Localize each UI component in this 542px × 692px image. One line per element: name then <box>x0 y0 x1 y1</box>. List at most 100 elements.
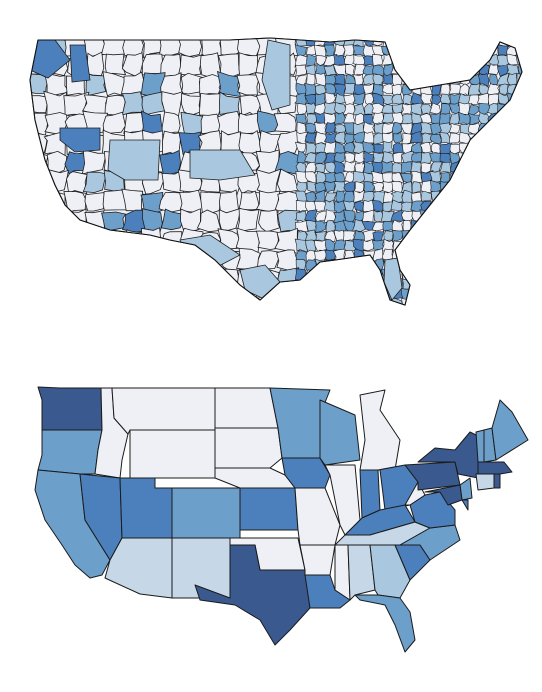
district-region <box>161 111 181 136</box>
district-region <box>438 230 453 243</box>
district-region <box>411 250 424 262</box>
district-region <box>304 82 317 97</box>
district-region <box>123 112 146 135</box>
district-region <box>160 53 182 78</box>
district-region <box>487 249 501 262</box>
district-region <box>497 298 510 305</box>
district-region <box>505 220 519 233</box>
district-region <box>477 170 491 184</box>
district-region <box>506 180 520 194</box>
district-region <box>324 268 337 282</box>
district-region <box>296 102 308 116</box>
district-region <box>477 259 490 273</box>
district-region <box>372 73 384 87</box>
district-region <box>30 266 49 293</box>
district-region <box>515 152 522 164</box>
district-region <box>430 268 442 283</box>
district-region <box>323 112 337 125</box>
district-region <box>439 122 453 135</box>
district-region <box>467 210 482 224</box>
district-region <box>507 132 520 145</box>
district-region <box>392 131 403 144</box>
state-fl <box>354 594 416 653</box>
district-region <box>497 249 510 263</box>
district-region <box>261 39 291 111</box>
state-va <box>409 491 456 529</box>
district-region <box>63 248 89 272</box>
district-region <box>402 38 413 48</box>
district-region <box>410 73 424 87</box>
district-region <box>467 53 481 67</box>
district-region <box>409 54 423 68</box>
district-region <box>478 231 490 243</box>
district-region <box>515 44 522 58</box>
district-region <box>477 199 490 213</box>
district-region <box>486 258 499 272</box>
district-region <box>516 122 522 136</box>
district-region <box>457 64 472 76</box>
district-region <box>334 141 347 154</box>
district-region <box>468 181 481 195</box>
district-region <box>258 209 281 233</box>
district-region <box>449 209 461 223</box>
district-region <box>421 268 434 280</box>
district-region <box>372 298 384 305</box>
district-region <box>158 38 182 57</box>
district-region <box>449 240 462 252</box>
district-region <box>363 278 376 292</box>
district-region <box>516 131 522 145</box>
district-region <box>352 73 364 86</box>
district-region <box>488 200 501 214</box>
district-region <box>180 111 204 135</box>
district-region <box>506 278 518 292</box>
district-region <box>439 259 452 272</box>
district-region <box>295 64 307 77</box>
district-region <box>430 248 443 262</box>
district-region <box>410 92 424 105</box>
district-region <box>325 287 338 302</box>
district-region <box>59 127 101 153</box>
district-region <box>104 288 128 305</box>
district-region <box>487 160 499 174</box>
state-ma <box>477 461 513 475</box>
district-region <box>178 54 204 76</box>
district-region <box>497 162 510 175</box>
district-region <box>141 247 166 271</box>
district-region <box>304 288 319 301</box>
district-region <box>487 150 499 165</box>
district-region <box>159 149 181 177</box>
district-region <box>430 73 443 86</box>
district-region <box>64 286 89 305</box>
district-region <box>477 151 489 165</box>
district-region <box>515 277 522 292</box>
district-region <box>421 132 434 144</box>
district-region <box>419 288 433 301</box>
district-region <box>411 181 422 194</box>
district-region <box>103 231 126 254</box>
district-region <box>421 220 433 233</box>
district-region <box>160 208 185 231</box>
district-region <box>314 182 327 193</box>
district-region <box>458 279 472 290</box>
district-region <box>62 266 86 294</box>
district-region <box>468 200 481 212</box>
district-region <box>419 45 433 56</box>
district-region <box>391 172 405 185</box>
district-region <box>467 277 481 291</box>
district-region <box>304 299 317 305</box>
district-region <box>30 189 52 214</box>
district-region <box>420 38 434 48</box>
district-region <box>45 207 67 233</box>
district-region <box>400 132 412 146</box>
district-region <box>121 248 144 272</box>
district-region <box>362 298 376 305</box>
district-region <box>449 143 461 155</box>
state-mi <box>359 389 401 471</box>
district-region <box>141 91 166 116</box>
district-region <box>104 53 127 77</box>
district-region <box>496 190 509 204</box>
district-region <box>448 122 461 134</box>
district-region <box>449 288 461 301</box>
district-region <box>323 277 336 290</box>
district-region <box>448 132 462 144</box>
